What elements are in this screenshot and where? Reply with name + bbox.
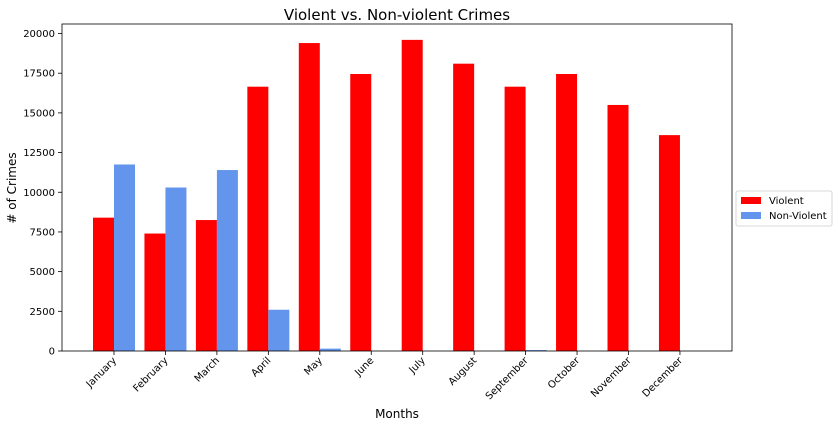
bar-non-violent: [216, 170, 238, 351]
x-tick-label: October: [546, 355, 583, 392]
bar-non-violent: [268, 309, 290, 351]
bar-violent: [195, 220, 217, 351]
legend-swatch: [741, 212, 761, 219]
x-tick-label: June: [352, 355, 376, 379]
bar-violent: [504, 86, 526, 352]
bar-violent: [607, 104, 629, 351]
bar-violent: [401, 39, 423, 352]
y-axis-ticks: 0 2500 5000 7500 10000 12500 15000 17500 20000: [23, 29, 62, 358]
bar-violent: [350, 74, 372, 351]
bar-non-violent: [319, 348, 341, 351]
bar-non-violent: [525, 350, 547, 351]
x-tick-label: April: [250, 355, 274, 379]
legend-swatch: [741, 197, 761, 204]
legend-label: Violent: [769, 196, 804, 207]
legend-label: Non-Violent: [769, 211, 827, 222]
bar-violent: [93, 217, 114, 351]
y-tick-label: 12500: [23, 148, 55, 159]
x-axis-title: Months: [375, 407, 419, 421]
y-axis-title: # of Crimes: [5, 152, 19, 223]
plot-frame: [61, 23, 733, 352]
y-tick-label: 15000: [23, 108, 55, 119]
x-axis-ticks: January February March April May June July Augu…: [84, 351, 686, 402]
bars-group: [93, 39, 680, 352]
bar-violent: [247, 86, 269, 352]
x-tick-label: March: [193, 355, 222, 384]
x-tick-label: September: [484, 355, 531, 402]
bar-violent: [298, 43, 320, 351]
x-tick-label: August: [447, 355, 480, 388]
bar-violent: [453, 63, 475, 351]
y-tick-label: 5000: [30, 267, 55, 278]
y-tick-label: 17500: [23, 69, 55, 80]
y-tick-label: 7500: [30, 227, 55, 238]
bar-non-violent: [165, 187, 187, 351]
x-tick-label: December: [641, 355, 686, 400]
x-tick-label: May: [303, 355, 325, 377]
chart-title: Violent vs. Non-violent Crimes: [284, 6, 510, 24]
bar-violent: [144, 233, 166, 351]
bar-violent: [556, 74, 578, 351]
y-tick-label: 20000: [23, 29, 55, 40]
legend: Violent Non-Violent: [735, 190, 833, 227]
x-tick-label: November: [589, 355, 634, 400]
bar-non-violent: [114, 164, 135, 351]
x-tick-label: July: [407, 355, 428, 376]
x-tick-label: January: [84, 355, 119, 390]
y-tick-label: 10000: [23, 188, 55, 199]
bar-violent: [658, 135, 680, 351]
x-tick-label: February: [131, 355, 170, 394]
y-tick-label: 0: [49, 347, 55, 358]
y-tick-label: 2500: [30, 307, 55, 318]
